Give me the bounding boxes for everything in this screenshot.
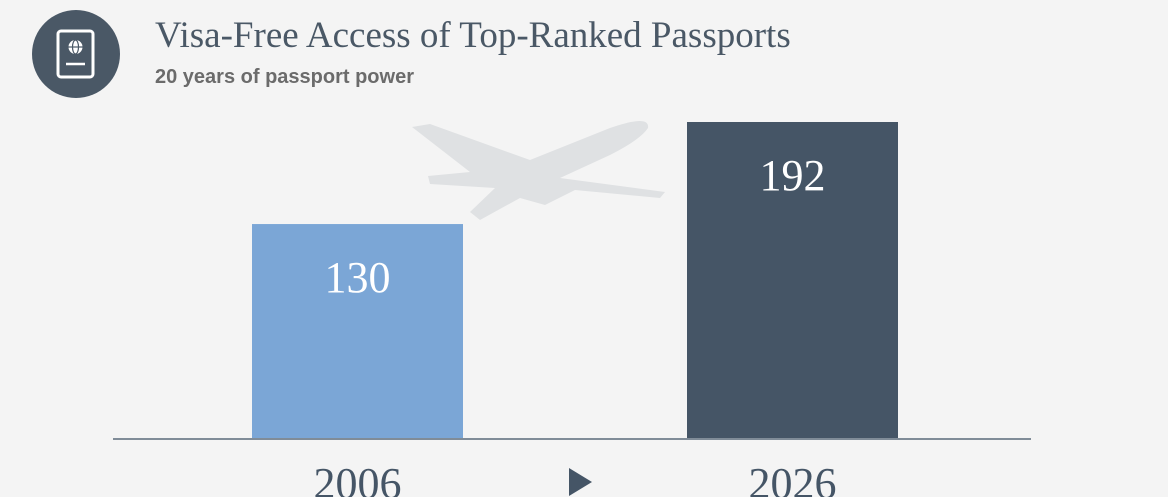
airplane-decoration (412, 121, 665, 220)
value-label: 130 (325, 253, 391, 302)
value-label: 192 (760, 151, 826, 200)
x-tick-label: 2006 (314, 459, 402, 497)
bar (252, 224, 463, 438)
x-tick-label: 2026 (749, 459, 837, 497)
chart-title: Visa-Free Access of Top-Ranked Passports (155, 15, 791, 56)
bar (687, 122, 898, 438)
chart-subtitle: 20 years of passport power (155, 66, 414, 88)
arrow (569, 468, 592, 496)
passport-icon (32, 10, 120, 98)
